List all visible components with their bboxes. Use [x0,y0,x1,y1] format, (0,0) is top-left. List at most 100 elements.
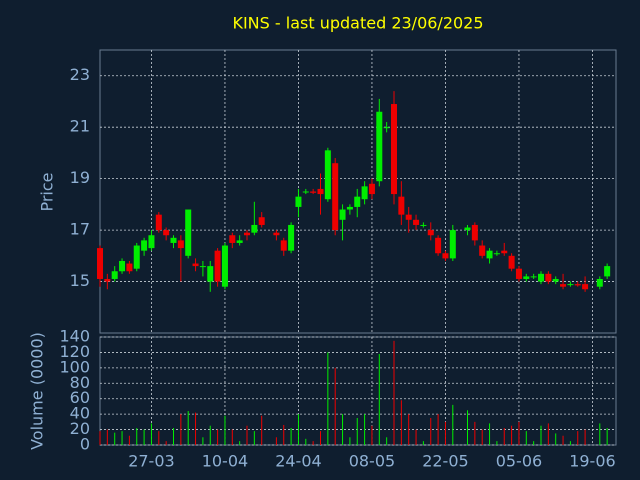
volume-bar [312,441,314,445]
volume-bar [165,441,167,445]
volume-bar [481,429,483,445]
volume-bar [408,414,410,445]
volume-bar [173,428,174,445]
candle-body [317,188,324,195]
y-tick-label: 15 [70,271,90,290]
candle-body [119,260,126,272]
candle-body [126,263,133,272]
volume-bar [246,425,248,445]
volume-bar [518,421,520,445]
volume-bar [202,437,204,445]
candle-body [545,273,552,282]
volume-bar [606,428,608,445]
candle-body [280,240,287,251]
volume-bar [305,438,307,445]
candle-body [435,237,442,254]
candle-body [295,196,302,207]
volume-bar [577,431,579,445]
volume-bar [106,429,108,445]
candle-body [479,245,486,256]
volume-bar [356,418,358,445]
x-tick-label: 05-06 [496,452,543,471]
candle-body [214,250,221,282]
volume-bar [253,431,255,445]
volume-bar [569,441,571,445]
candle-body [354,196,361,207]
volume-bar [327,352,329,445]
volume-bar [224,415,226,445]
candle-body [310,191,317,193]
volume-bar [209,425,211,445]
volume-bar [136,428,138,445]
volume-bar [562,435,564,445]
candle-body [273,232,280,236]
x-tick-label: 27-03 [128,452,175,471]
candle-body [596,278,603,287]
volume-bar [114,432,116,445]
volume-bar [275,437,277,445]
candle-body [361,186,368,200]
candle-body [155,214,162,231]
candle-body [251,224,258,233]
candle-body [552,278,559,282]
y-axis-label: Price [38,172,57,211]
candle-body [508,255,515,269]
candle-body [574,284,581,286]
x-tick-label: 22-05 [422,452,469,471]
volume-bar [297,414,299,445]
volume-bar [430,418,432,445]
candle-body [567,284,574,286]
candle-body [133,245,140,269]
candle-body [244,232,250,236]
y-tick-label: 23 [70,65,90,84]
volume-bar [474,421,476,445]
candle-body [515,268,522,279]
candle-body [141,240,148,251]
candle-body [185,209,192,256]
candle-body [221,245,228,287]
volume-bar [540,425,542,445]
candle-body [582,284,589,290]
y-tick-label: 140 [59,327,90,346]
candle-body [449,230,456,259]
volume-bar [467,410,468,445]
candle-body [229,235,236,243]
candle-body [163,230,170,236]
chart-title: KINS - last updated 23/06/2025 [232,14,483,33]
volume-bar [496,441,498,445]
volume-bar [386,437,388,445]
volume-bar [364,414,366,445]
y-tick-label: 19 [70,168,90,187]
volume-bar [180,414,182,445]
volume-bar [121,431,123,445]
volume-bar [547,423,549,445]
volume-bar [444,421,446,445]
volume-bar [261,415,263,445]
candle-body [464,227,471,231]
volume-bar [239,441,241,445]
candle-body [207,266,214,282]
volume-bar [371,425,373,445]
volume-bar [525,431,527,445]
volume-bar [143,429,145,445]
candle-body [523,276,530,279]
volume-bar [422,441,424,445]
volume-bar [99,431,101,445]
candle-body [177,240,184,249]
volume-bar [283,424,285,445]
y-tick-label: 120 [59,342,90,361]
candle-body [530,276,537,278]
candle-body [192,263,199,267]
candle-body [398,196,405,215]
volume-bar [342,414,344,445]
volume-bar [393,340,395,445]
candle-body [501,250,508,254]
candle-body [148,235,155,249]
volume-bar [452,404,454,445]
x-tick-label: 08-05 [349,452,396,471]
candle-body [538,273,544,282]
candle-body [493,253,500,255]
volume-bar [231,429,233,445]
candle-body [288,224,295,251]
